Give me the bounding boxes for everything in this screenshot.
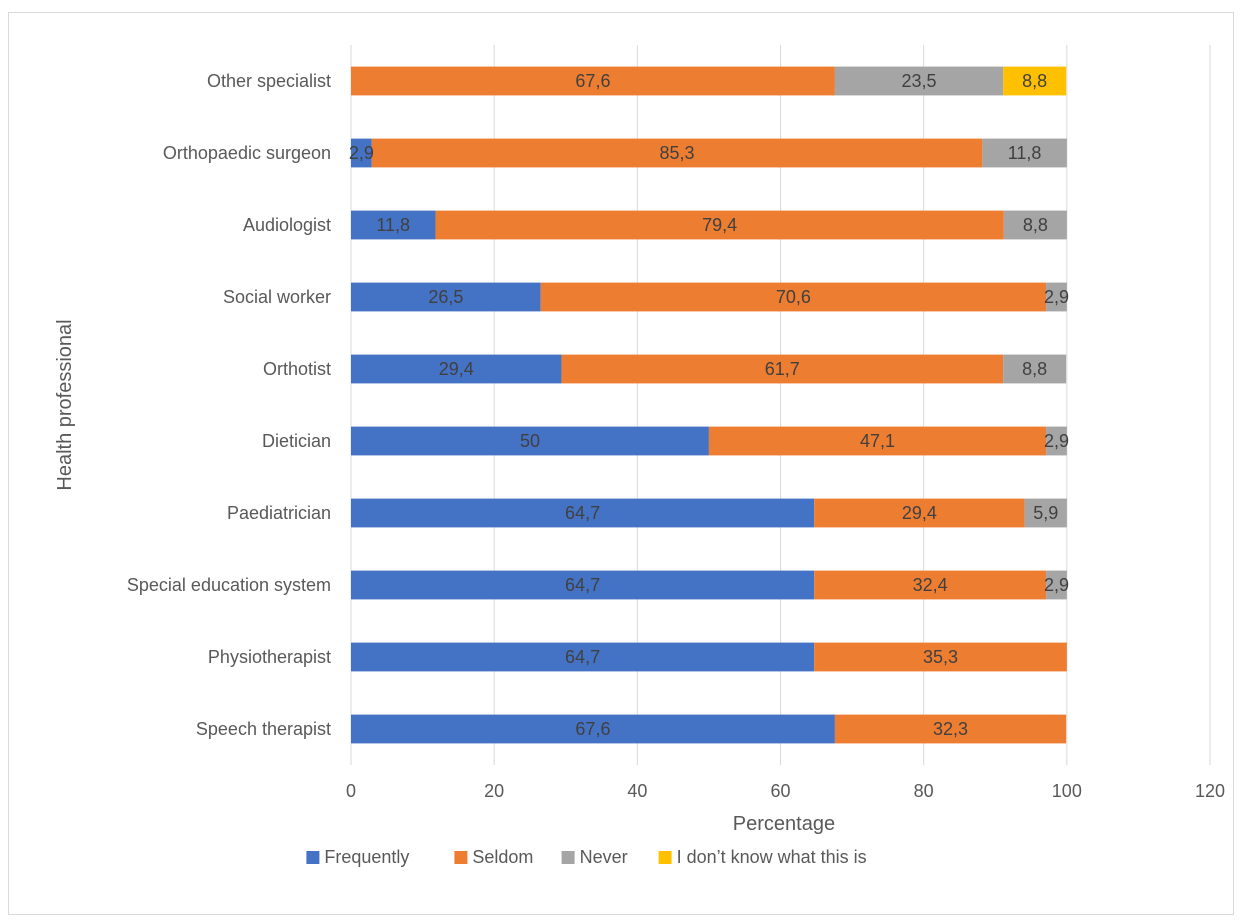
bar-seldom: [834, 714, 1067, 744]
data-label: 64,7: [565, 503, 600, 523]
bar-seldom: [814, 498, 1025, 528]
legend-entry: Frequently: [324, 847, 409, 867]
bar-never: [1003, 354, 1067, 384]
bar-seldom: [540, 282, 1047, 312]
x-tick-labels: 0 20 40 60 80 100 120: [346, 781, 1225, 801]
data-label: 70,6: [776, 287, 811, 307]
x-tick-label-20: 20: [484, 781, 504, 801]
bar-frequently: [351, 642, 815, 672]
x-tick-label-100: 100: [1052, 781, 1082, 801]
bar-never: [834, 66, 1004, 96]
data-label: 8,8: [1022, 71, 1047, 91]
bar-seldom: [561, 354, 1004, 384]
data-label: 8,8: [1023, 215, 1048, 235]
bar-seldom: [708, 426, 1047, 456]
category-label: Other specialist: [207, 71, 331, 91]
bar-i-don-t-know-what-this-is: [1003, 66, 1067, 96]
x-tick-label-40: 40: [627, 781, 647, 801]
legend: Frequently Seldom Never I don’t know what t…: [306, 847, 867, 867]
bar-seldom: [371, 138, 983, 168]
category-label: Orthotist: [263, 359, 331, 379]
data-label: 64,7: [565, 647, 600, 667]
x-axis-title: Percentage: [733, 813, 835, 835]
category-label: Audiologist: [243, 215, 331, 235]
bars: [351, 66, 1067, 744]
data-label: 29,4: [902, 503, 937, 523]
category-label: Orthopaedic surgeon: [163, 143, 331, 163]
category-label: Paediatrician: [227, 503, 331, 523]
bar-never: [1046, 282, 1067, 312]
category-label: Speech therapist: [196, 719, 331, 739]
category-label: Dietician: [262, 431, 331, 451]
data-label: 32,3: [933, 719, 968, 739]
data-label: 8,8: [1022, 359, 1047, 379]
legend-swatch: [306, 851, 320, 864]
data-label: 26,5: [428, 287, 463, 307]
data-label: 61,7: [765, 359, 800, 379]
data-label: 11,8: [376, 215, 410, 235]
data-label: 2,9: [1044, 431, 1069, 451]
legend-entry: Seldom: [472, 847, 533, 867]
category-label: Special education system: [127, 575, 331, 595]
bar-frequently: [351, 138, 372, 168]
x-tick-label-0: 0: [346, 781, 356, 801]
data-label: 35,3: [923, 647, 958, 667]
data-label: 85,3: [660, 143, 695, 163]
chart-frame: 67,6 32,3 64,7 35,3 64,7 32,4 2,9 64,7 29,4 5,9 50…: [8, 12, 1234, 915]
data-label: 29,4: [439, 359, 474, 379]
bar-seldom: [814, 642, 1067, 672]
legend-swatch: [561, 851, 575, 864]
legend-entry: Never: [580, 847, 628, 867]
bar-seldom: [351, 66, 835, 96]
bar-seldom: [814, 570, 1047, 600]
category-label: Physiotherapist: [208, 647, 331, 667]
legend-swatch: [658, 851, 672, 864]
data-labels: 67,6 32,3 64,7 35,3 64,7 32,4 2,9 64,7 29,4 5,9 50…: [349, 71, 1069, 739]
bar-never: [1024, 498, 1067, 528]
category-label: Social worker: [223, 287, 331, 307]
data-label: 2,9: [1044, 575, 1069, 595]
category-labels: Speech therapist Physiotherapist Special e…: [127, 71, 331, 739]
bar-frequently: [351, 282, 541, 312]
data-label: 79,4: [702, 215, 737, 235]
bar-frequently: [351, 570, 815, 600]
data-label: 32,4: [913, 575, 948, 595]
bar-never: [1003, 210, 1067, 240]
x-tick-label-60: 60: [770, 781, 790, 801]
bar-never: [982, 138, 1067, 168]
data-label: 11,8: [1008, 143, 1042, 163]
data-label: 64,7: [565, 575, 600, 595]
bar-frequently: [351, 498, 815, 528]
data-label: 5,9: [1033, 503, 1058, 523]
data-label: 2,9: [1044, 287, 1069, 307]
x-tick-label-120: 120: [1195, 781, 1225, 801]
bar-never: [1046, 426, 1067, 456]
data-label: 50: [520, 431, 540, 451]
x-tick-label-80: 80: [914, 781, 934, 801]
legend-entry: I don’t know what this is: [677, 847, 867, 867]
data-label: 23,5: [901, 71, 936, 91]
bar-frequently: [351, 210, 436, 240]
bar-frequently: [351, 426, 709, 456]
data-label: 67,6: [575, 71, 610, 91]
data-label: 2,9: [349, 143, 374, 163]
bar-frequently: [351, 714, 835, 744]
legend-swatch: [454, 851, 468, 864]
chart: 67,6 32,3 64,7 35,3 64,7 32,4 2,9 64,7 29,4 5,9 50…: [54, 45, 1225, 867]
data-label: 47,1: [860, 431, 895, 451]
data-label: 67,6: [575, 719, 610, 739]
bar-never: [1046, 570, 1067, 600]
y-axis-title: Health professional: [54, 319, 76, 490]
bar-seldom: [435, 210, 1004, 240]
bar-frequently: [351, 354, 562, 384]
